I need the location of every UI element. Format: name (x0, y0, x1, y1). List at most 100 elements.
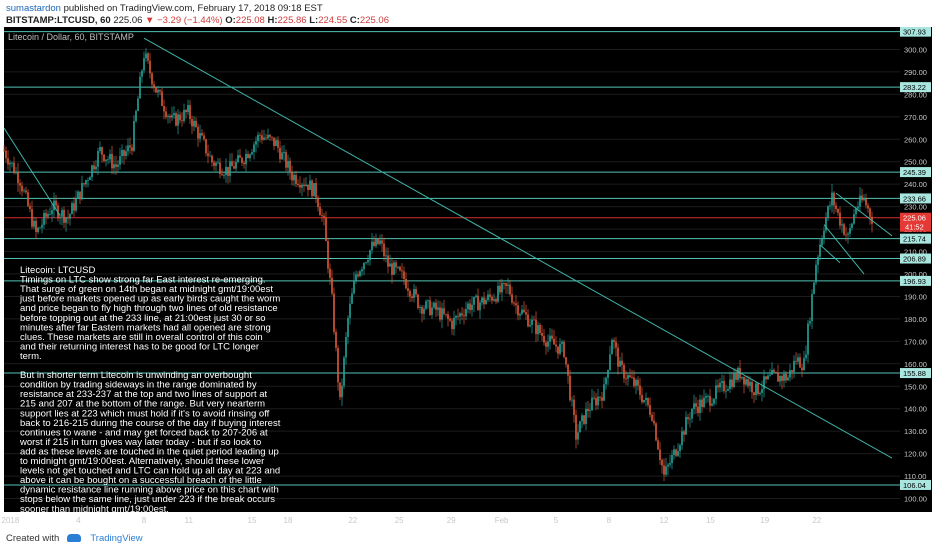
candle (715, 385, 717, 400)
annotation-line: add as these levels are touched in the q… (20, 446, 279, 457)
candle (507, 284, 509, 286)
candle (743, 376, 745, 385)
candle (219, 162, 221, 175)
candle (615, 341, 617, 348)
candle (649, 405, 651, 415)
annotation-line: before topping out at the 233 line, at 2… (20, 313, 266, 324)
candle (501, 283, 503, 293)
candle (83, 183, 85, 185)
candle (559, 343, 561, 354)
symbol-bar: BITSTAMP:LTCUSD, 60 225.06 ▼ −3.29 (−1.4… (6, 15, 389, 26)
candle (421, 307, 423, 314)
candle (275, 140, 277, 147)
level-badge (900, 233, 931, 244)
candle (623, 364, 625, 379)
x-tick-label: 11 (185, 516, 194, 525)
candle (837, 209, 839, 213)
candle (497, 285, 499, 302)
candle (561, 341, 563, 344)
candle (369, 250, 371, 261)
candle (805, 354, 807, 359)
candle (155, 87, 157, 93)
annotation-line: minutes after far Eastern markets had al… (20, 322, 271, 333)
candle (669, 463, 671, 465)
candle (135, 111, 137, 122)
candle (777, 372, 779, 382)
level-badge-label: 307.93 (903, 28, 926, 37)
y-tick-label: 140.00 (904, 405, 927, 414)
candle (815, 264, 817, 283)
candle (297, 183, 299, 185)
candle (73, 203, 75, 211)
level-badge (900, 479, 931, 490)
candle (663, 465, 665, 475)
candle (517, 305, 519, 316)
candle (473, 296, 475, 305)
candle (333, 293, 335, 332)
candle (765, 376, 767, 380)
chart-title: Litecoin / Dollar, 60, BITSTAMP (8, 32, 134, 42)
candle (503, 283, 505, 284)
x-tick-label: 29 (447, 516, 456, 525)
y-tick-label: 130.00 (904, 427, 927, 436)
candle (361, 269, 363, 272)
candle (309, 180, 311, 190)
candle (819, 244, 821, 257)
open-value: 225.08 (235, 15, 265, 26)
candle (99, 147, 101, 151)
candle (257, 134, 259, 142)
candle (861, 195, 863, 201)
candle (441, 308, 443, 320)
candle (581, 415, 583, 422)
candle (799, 357, 801, 368)
candle (349, 303, 351, 318)
candle (685, 417, 687, 435)
candle (811, 293, 813, 322)
candle (567, 364, 569, 376)
candle (107, 159, 109, 161)
chart-canvas[interactable]: 100.00 110.00 120.00 130.00 140.00 150.00 160.… (0, 27, 932, 527)
candle (839, 212, 841, 226)
candle (591, 397, 593, 411)
candle (19, 183, 21, 186)
candle (353, 280, 355, 294)
candle (555, 344, 557, 347)
candle (91, 165, 93, 178)
candle (809, 321, 811, 324)
candle (451, 320, 453, 330)
x-tick-label: Feb (495, 516, 509, 525)
candle (471, 304, 473, 311)
candle (95, 166, 97, 170)
candle (145, 53, 147, 59)
candle (251, 152, 253, 155)
candle (675, 449, 677, 456)
x-tick-label: 18 (284, 516, 293, 525)
candle (391, 263, 393, 275)
candle (417, 294, 419, 308)
candle (747, 379, 749, 386)
candle (147, 53, 149, 61)
author-link[interactable]: sumastardon (6, 3, 61, 14)
candle (281, 152, 283, 160)
candle (749, 381, 751, 386)
candle (845, 234, 847, 236)
trendline (823, 224, 865, 275)
candle (695, 403, 697, 407)
x-tick-label: 22 (812, 516, 821, 525)
candle (631, 376, 633, 378)
candle (493, 299, 495, 301)
candle (185, 110, 187, 113)
candle (295, 174, 297, 184)
candle (385, 255, 387, 257)
candle (621, 360, 623, 365)
candle (725, 390, 727, 392)
candle (383, 243, 385, 257)
annotation-line: to midnight gmt/19:00est. Alternatively,… (20, 456, 264, 467)
candle (611, 340, 613, 355)
candle (635, 379, 637, 386)
brand-link[interactable]: TradingView (90, 533, 143, 544)
candle (447, 314, 449, 319)
candle (511, 294, 513, 303)
candle (609, 354, 611, 371)
candle (129, 145, 131, 148)
